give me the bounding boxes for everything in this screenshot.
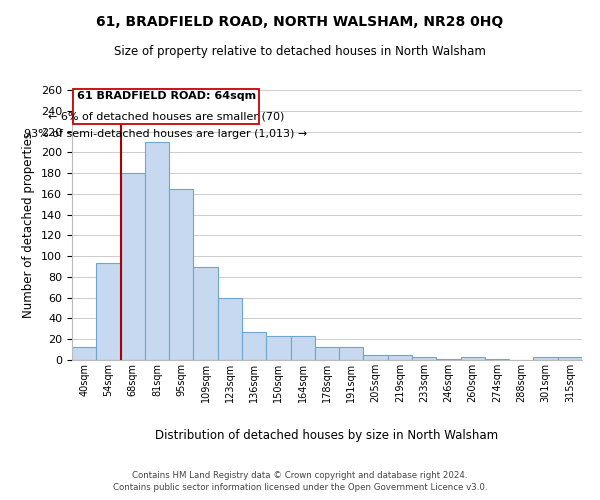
Bar <box>266 336 290 360</box>
Bar <box>96 264 121 360</box>
Text: Contains public sector information licensed under the Open Government Licence v3: Contains public sector information licen… <box>113 483 487 492</box>
Text: Size of property relative to detached houses in North Walsham: Size of property relative to detached ho… <box>114 45 486 58</box>
Bar <box>364 355 388 360</box>
Bar <box>461 357 485 360</box>
Bar <box>169 188 193 360</box>
Bar <box>412 357 436 360</box>
Bar <box>193 266 218 360</box>
Bar <box>533 357 558 360</box>
Bar <box>558 357 582 360</box>
Y-axis label: Number of detached properties: Number of detached properties <box>22 132 35 318</box>
Bar <box>388 355 412 360</box>
Bar <box>315 346 339 360</box>
Bar <box>121 173 145 360</box>
Text: ← 6% of detached houses are smaller (70): ← 6% of detached houses are smaller (70) <box>48 112 284 122</box>
Text: 93% of semi-detached houses are larger (1,013) →: 93% of semi-detached houses are larger (… <box>25 129 308 139</box>
Bar <box>72 346 96 360</box>
Bar <box>339 346 364 360</box>
Bar <box>436 359 461 360</box>
Text: 61, BRADFIELD ROAD, NORTH WALSHAM, NR28 0HQ: 61, BRADFIELD ROAD, NORTH WALSHAM, NR28 … <box>97 15 503 29</box>
Text: Distribution of detached houses by size in North Walsham: Distribution of detached houses by size … <box>155 428 499 442</box>
Text: Contains HM Land Registry data © Crown copyright and database right 2024.: Contains HM Land Registry data © Crown c… <box>132 470 468 480</box>
Bar <box>218 298 242 360</box>
Bar <box>485 359 509 360</box>
Bar <box>242 332 266 360</box>
Text: 61 BRADFIELD ROAD: 64sqm: 61 BRADFIELD ROAD: 64sqm <box>77 92 256 102</box>
Bar <box>290 336 315 360</box>
Bar <box>145 142 169 360</box>
